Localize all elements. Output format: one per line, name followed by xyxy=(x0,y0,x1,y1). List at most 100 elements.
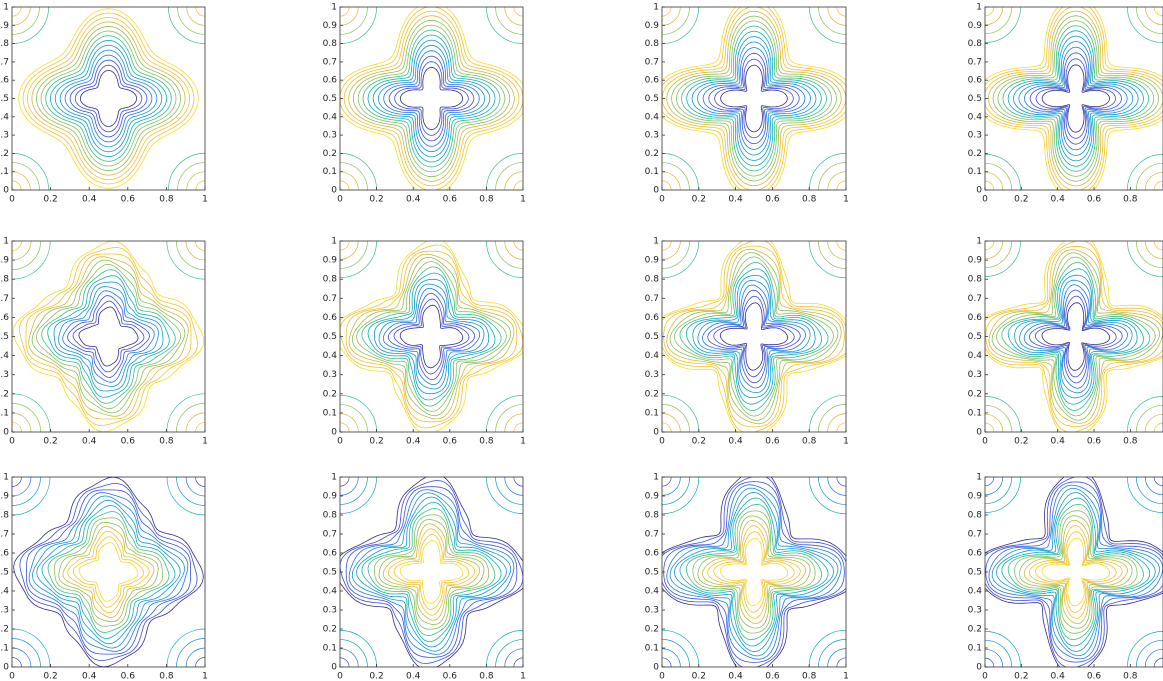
axes-box xyxy=(662,241,846,432)
contour-line xyxy=(368,509,495,636)
y-tick-label: 1 xyxy=(976,473,982,483)
contour-line xyxy=(378,45,484,151)
x-tick-label: 0.4 xyxy=(728,672,743,681)
y-tick-label: 0.4 xyxy=(645,587,660,597)
y-tick-label: 0.2 xyxy=(0,389,9,399)
y-tick-label: 0.1 xyxy=(0,408,9,418)
x-tick-label: 0.6 xyxy=(443,672,458,681)
y-tick-label: 0.5 xyxy=(0,332,9,342)
x-tick-label: 0.8 xyxy=(479,195,494,205)
contour-line xyxy=(358,25,505,172)
y-tick-label: 0.2 xyxy=(323,389,337,399)
y-tick-label: 0.7 xyxy=(645,530,659,540)
y-tick-label: 0.7 xyxy=(968,530,982,540)
y-tick-label: 0.9 xyxy=(645,21,660,31)
y-tick-label: 0.6 xyxy=(968,76,983,86)
y-tick-label: 1 xyxy=(976,237,982,247)
contour-line xyxy=(68,531,149,612)
y-tick-label: 0.8 xyxy=(323,39,338,49)
axes-box xyxy=(985,7,1163,190)
y-tick-label: 0.1 xyxy=(968,644,982,654)
contour-line xyxy=(346,487,517,658)
y-tick-label: 0.1 xyxy=(323,167,337,177)
y-tick-label: 0.6 xyxy=(323,313,338,323)
contour-line xyxy=(686,269,821,404)
contour-line xyxy=(714,296,795,377)
contour-line xyxy=(1008,31,1144,167)
contour-line xyxy=(1008,269,1143,404)
y-tick-label: 0 xyxy=(331,186,337,196)
x-tick-label: 0 xyxy=(659,195,665,205)
x-tick-label: 0.2 xyxy=(1014,437,1028,447)
contour-line xyxy=(400,541,463,604)
contour-group xyxy=(303,440,559,681)
x-tick-label: 0.6 xyxy=(1087,437,1102,447)
y-tick-label: 0.8 xyxy=(645,511,660,521)
x-tick-label: 0.4 xyxy=(82,437,97,447)
contour-line xyxy=(693,275,815,397)
y-tick-label: 0.8 xyxy=(645,39,660,49)
contour-line xyxy=(703,285,806,388)
y-tick-label: 0.5 xyxy=(968,94,982,104)
contour-line xyxy=(383,524,479,620)
x-tick-label: 0.4 xyxy=(728,437,743,447)
contour-line xyxy=(395,62,469,136)
contour-line xyxy=(1042,65,1110,132)
corner-contour xyxy=(1136,640,1163,681)
contour-line xyxy=(384,51,480,147)
axes-box xyxy=(662,7,846,190)
x-tick-label: 1 xyxy=(843,672,849,681)
contour-group xyxy=(0,203,243,470)
contour-group xyxy=(303,0,559,227)
x-tick-label: 0 xyxy=(982,195,988,205)
y-tick-label: 0.2 xyxy=(968,149,982,159)
x-tick-label: 0.2 xyxy=(692,195,706,205)
y-tick-label: 0 xyxy=(976,186,982,196)
contour-line xyxy=(998,21,1154,177)
y-tick-label: 0.5 xyxy=(323,94,337,104)
contour-line xyxy=(32,496,184,648)
x-tick-label: 0.8 xyxy=(1123,437,1138,447)
contour-line xyxy=(698,280,810,392)
contour-line xyxy=(670,488,838,656)
panel: 00.20.40.60.8100.10.20.30.40.50.60.70.80… xyxy=(0,203,243,470)
y-tick-label: 0.3 xyxy=(323,606,337,616)
y-tick-label: 0.4 xyxy=(645,351,660,361)
contour-line xyxy=(692,37,816,161)
x-tick-label: 0 xyxy=(9,195,15,205)
y-tick-label: 0.4 xyxy=(968,587,983,597)
y-tick-label: 0.5 xyxy=(645,568,659,578)
contour-line xyxy=(698,516,810,628)
y-tick-label: 0.1 xyxy=(323,644,337,654)
contour-group xyxy=(625,440,883,681)
y-tick-label: 0.4 xyxy=(968,351,983,361)
y-tick-label: 0.6 xyxy=(323,549,338,559)
x-tick-label: 0 xyxy=(9,437,15,447)
y-tick-label: 1 xyxy=(331,237,337,247)
contour-line xyxy=(714,532,795,613)
y-tick-label: 0.8 xyxy=(0,511,9,521)
y-tick-label: 0.4 xyxy=(645,112,660,122)
x-tick-label: 0 xyxy=(659,437,665,447)
contour-line xyxy=(992,253,1159,420)
y-tick-label: 0.3 xyxy=(968,606,982,616)
x-tick-label: 0.6 xyxy=(765,195,780,205)
y-tick-label: 0.3 xyxy=(323,131,337,141)
y-tick-label: 1 xyxy=(653,3,659,13)
y-tick-label: 0.5 xyxy=(323,332,337,342)
x-tick-label: 0 xyxy=(337,672,343,681)
contour-line xyxy=(29,257,188,416)
contour-line xyxy=(394,299,469,374)
x-tick-label: 0.6 xyxy=(121,195,136,205)
y-tick-label: 0.7 xyxy=(0,294,9,304)
contour-line xyxy=(352,493,510,651)
contour-line xyxy=(1008,504,1143,639)
y-tick-label: 0.3 xyxy=(323,370,337,380)
y-tick-label: 0.4 xyxy=(968,112,983,122)
y-tick-label: 0.7 xyxy=(645,294,659,304)
y-tick-label: 0.2 xyxy=(968,389,982,399)
y-tick-label: 1 xyxy=(653,237,659,247)
x-tick-label: 0.6 xyxy=(765,437,780,447)
panel: 00.20.40.60.8100.10.20.30.40.50.60.70.80… xyxy=(0,439,243,681)
